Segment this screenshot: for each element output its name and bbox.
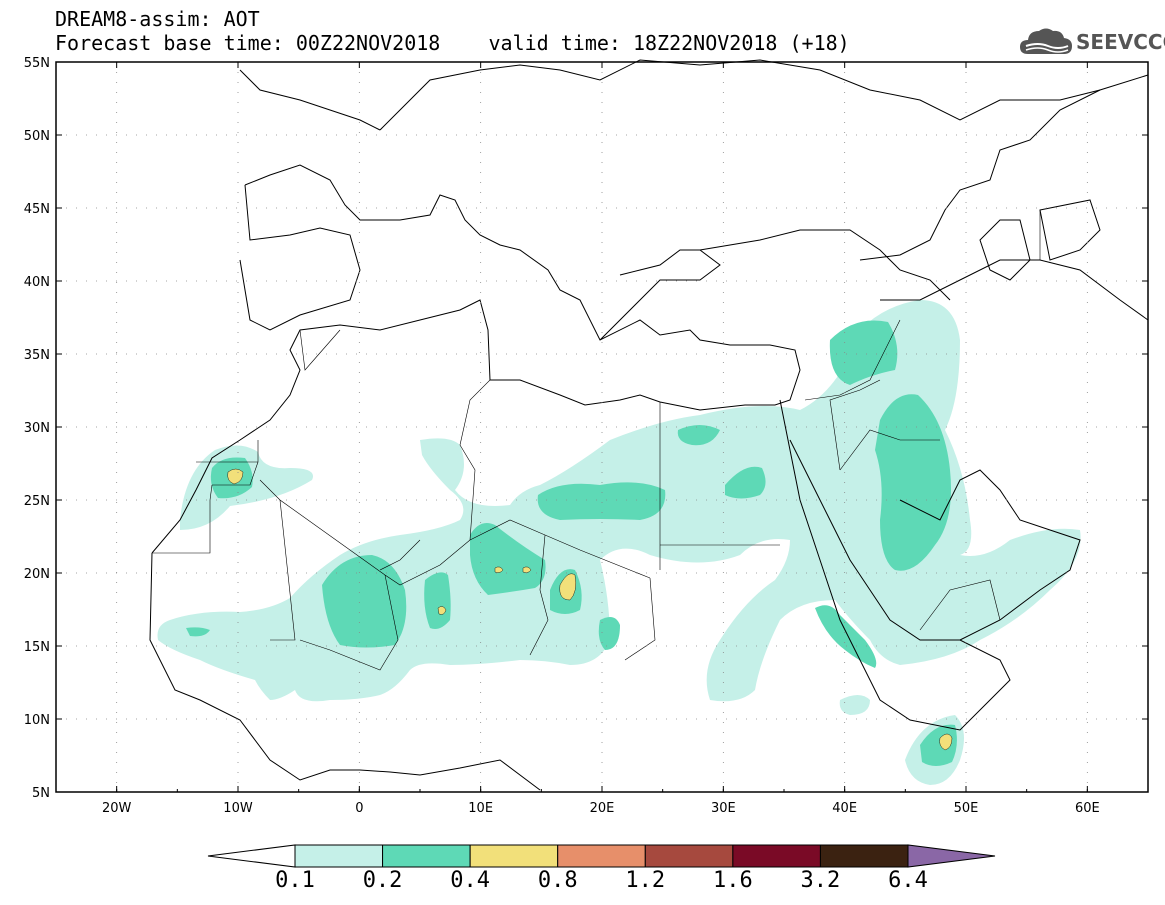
lon-label: 0 xyxy=(355,801,363,816)
colorbar-segment xyxy=(294,844,384,868)
lat-label: 30N xyxy=(24,421,50,436)
lat-label: 15N xyxy=(24,640,50,655)
graticule xyxy=(56,62,1148,792)
lon-label: 20E xyxy=(590,801,615,816)
cloud-logo-icon xyxy=(1020,28,1072,54)
seevccc-logo: SEEVCCC xyxy=(1018,24,1165,58)
valid-time-text: valid time: 18Z22NOV2018 (+18) xyxy=(488,31,850,55)
colorbar-label: 0.4 xyxy=(450,868,491,893)
map-title: DREAM8-assim: AOT xyxy=(55,7,260,31)
colorbar-arrow-left xyxy=(207,844,296,868)
base-time-text: Forecast base time: 00Z22NOV2018 xyxy=(55,31,441,55)
lon-label: 40E xyxy=(832,801,857,816)
aot-shading-high xyxy=(227,468,953,751)
colorbar-label: 0.2 xyxy=(362,868,403,893)
lat-label: 5N xyxy=(32,786,50,801)
aot-shading-light xyxy=(157,300,1081,785)
logo-text: SEEVCCC xyxy=(1076,30,1165,54)
colorbar-label: 1.6 xyxy=(712,868,753,893)
latitude-labels: 55N 50N 45N 40N 35N 30N 25N 20N 15N 10N 5N xyxy=(24,56,50,801)
longitude-labels: 20W 10W 0 10E 20E 30E 40E 50E 60E xyxy=(102,801,1100,816)
colorbar-segment xyxy=(469,844,559,868)
lon-label: 30E xyxy=(711,801,736,816)
lat-label: 50N xyxy=(24,129,50,144)
forecast-base-time: Forecast base time: 00Z22NOV2018 valid t… xyxy=(55,32,850,54)
lat-label: 25N xyxy=(24,494,50,509)
country-borders xyxy=(152,210,1041,671)
lat-label: 35N xyxy=(24,348,50,363)
lon-label: 60E xyxy=(1075,801,1100,816)
colorbar xyxy=(207,844,996,868)
colorbar-segment xyxy=(819,844,909,868)
lat-label: 40N xyxy=(24,275,50,290)
colorbar-segment xyxy=(732,844,821,868)
lat-label: 45N xyxy=(24,202,50,217)
lon-label: 20W xyxy=(102,801,132,816)
colorbar-label: 0.8 xyxy=(537,868,578,893)
lon-label: 10W xyxy=(223,801,253,816)
colorbar-label: 6.4 xyxy=(888,868,928,893)
axis-ticks xyxy=(55,61,1149,793)
colorbar-label: 1.2 xyxy=(625,868,666,893)
colorbar-arrow-right xyxy=(907,844,996,868)
lat-label: 55N xyxy=(24,56,50,71)
colorbar-segment xyxy=(382,844,471,868)
lon-label: 10E xyxy=(468,801,493,816)
colorbar-segment xyxy=(644,844,734,868)
lat-label: 10N xyxy=(24,713,50,728)
coastlines xyxy=(149,59,1149,791)
colorbar-label: 0.1 xyxy=(275,868,315,893)
colorbar-segment xyxy=(557,844,646,868)
lat-label: 20N xyxy=(24,567,50,582)
colorbar-label: 3.2 xyxy=(800,868,841,893)
lon-label: 50E xyxy=(954,801,979,816)
